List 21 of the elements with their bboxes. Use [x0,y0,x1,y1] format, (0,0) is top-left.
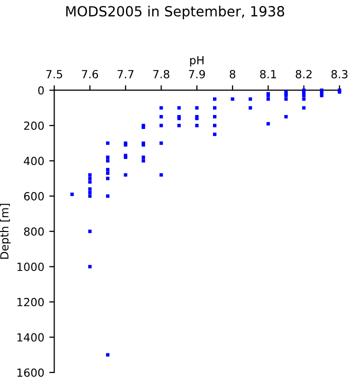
y-tick-label: 400 [24,156,44,166]
x-tick-label: 8.3 [331,70,348,78]
chart-title: MODS2005 in September, 1938 [66,6,284,20]
y-tick-label: 1400 [17,333,44,342]
y-tick-label: 600 [24,192,44,200]
x-tick-label: 7.8 [153,70,170,78]
x-tick-label: 8.1 [260,70,276,78]
x-tick-label: 7.9 [188,70,205,78]
x-tick-label: 7.5 [46,70,62,78]
x-tick-label: 8.2 [296,70,312,78]
x-axis-title: pH [190,56,204,67]
y-tick-label: 1000 [17,262,44,272]
y-tick-label: 200 [24,121,44,130]
x-tick-label: 7.6 [82,70,98,78]
x-tick-label: 8 [230,70,236,78]
y-axis-title: Depth [m] [0,204,11,259]
y-tick-label: 1600 [17,368,44,377]
y-tick-label: 1200 [17,298,44,306]
y-tick-label: 800 [24,227,44,236]
y-tick-label: 0 [38,86,44,95]
x-tick-label: 7.7 [118,70,134,78]
